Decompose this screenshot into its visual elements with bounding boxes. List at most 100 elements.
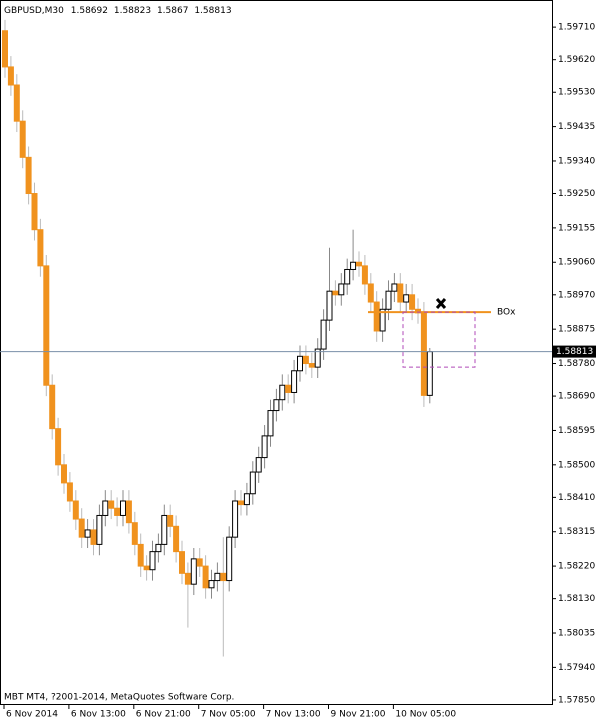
candle-body xyxy=(143,565,150,571)
y-tick-label: 1.58500 xyxy=(558,460,595,470)
candle-body xyxy=(385,290,392,310)
candle-body xyxy=(137,543,144,567)
candle-body xyxy=(173,525,180,553)
candle-body xyxy=(120,500,126,516)
x-tick-label: 7 Nov 05:00 xyxy=(201,710,256,720)
candle-body xyxy=(96,514,103,545)
candle-body xyxy=(2,30,8,68)
price-label: 1.58813 xyxy=(556,347,593,357)
y-tick-label: 1.59060 xyxy=(558,258,595,268)
y-tick-label: 1.59155 xyxy=(558,223,595,233)
candle-body xyxy=(267,410,274,437)
candle-body xyxy=(243,493,250,506)
last-high: 1.58823 xyxy=(114,6,151,16)
footer: MBT MT4, ?2001-2014, MetaQuotes Software… xyxy=(4,693,234,703)
candle-body xyxy=(208,580,215,589)
y-tick-label: 1.57850 xyxy=(558,695,595,705)
y-tick-label: 1.58595 xyxy=(558,426,595,436)
candle-body xyxy=(279,384,286,401)
box-line-label: BOx xyxy=(497,308,516,318)
candle-body xyxy=(179,551,185,574)
candle-body xyxy=(273,399,280,412)
candle-body xyxy=(102,500,109,516)
candle-body xyxy=(155,543,162,553)
candle-body xyxy=(167,514,174,527)
candle-body xyxy=(285,384,292,393)
y-tick-label: 1.58875 xyxy=(558,325,595,335)
plot-frame xyxy=(0,0,553,705)
y-tick-label: 1.59710 xyxy=(558,23,595,33)
candle-body xyxy=(131,522,138,545)
candle-body xyxy=(61,464,67,484)
x-tick-label: 6 Nov 21:00 xyxy=(136,710,191,720)
y-tick-label: 1.58315 xyxy=(558,527,595,537)
candle-body xyxy=(344,268,351,285)
candle-body xyxy=(190,558,197,585)
price-label-bg xyxy=(553,345,596,358)
y-tick-label: 1.58220 xyxy=(558,562,595,572)
x-tick-label: 7 Nov 13:00 xyxy=(266,710,321,720)
candle-body xyxy=(72,500,79,520)
candle-body xyxy=(226,536,233,582)
candle-body xyxy=(125,500,132,524)
candle-body xyxy=(37,229,44,267)
y-tick-label: 1.58035 xyxy=(558,629,595,639)
candle-body xyxy=(367,283,374,303)
last-close: 1.58813 xyxy=(194,6,231,16)
y-tick-label: 1.59340 xyxy=(558,156,595,166)
candle-body xyxy=(78,518,85,538)
x-tick-label: 9 Nov 21:00 xyxy=(331,710,386,720)
y-tick-label: 1.59435 xyxy=(558,122,595,132)
candle-body xyxy=(184,572,191,585)
y-tick-label: 1.59620 xyxy=(558,55,595,65)
candle-body xyxy=(379,308,386,332)
candle-body xyxy=(214,572,221,582)
box xyxy=(402,311,476,368)
candle-body xyxy=(397,283,404,303)
candle-body xyxy=(249,471,256,495)
candle-body xyxy=(25,156,32,195)
candle-body xyxy=(332,290,339,296)
candle-body xyxy=(426,351,433,396)
candle-body xyxy=(196,558,203,567)
last-open: 1.58692 xyxy=(71,6,108,16)
candle-body xyxy=(90,529,97,545)
y-tick-label: 1.58970 xyxy=(558,290,595,300)
y-tick-label: 1.58130 xyxy=(558,594,595,604)
y-tick-label: 1.58690 xyxy=(558,392,595,402)
candle-body xyxy=(350,261,357,270)
candle-body xyxy=(255,457,262,473)
candle-body xyxy=(314,348,321,368)
candle-body xyxy=(320,319,327,350)
candle-body xyxy=(291,370,298,393)
candle-body xyxy=(55,428,62,466)
last-low: 1.5867 xyxy=(157,6,189,16)
candle-body xyxy=(43,265,50,386)
x-tick-label: 10 Nov 05:00 xyxy=(395,710,456,720)
x-tick-label: 6 Nov 13:00 xyxy=(71,710,126,720)
x-tick-label: 6 Nov 2014 xyxy=(6,710,58,720)
candle-body xyxy=(373,301,380,332)
candle-body xyxy=(7,66,14,86)
candle-body xyxy=(409,294,416,310)
candle-body xyxy=(49,384,56,430)
candle-body xyxy=(361,265,368,285)
candle-body xyxy=(232,500,239,538)
candle-body xyxy=(302,355,309,365)
candle-body xyxy=(403,294,410,303)
candle-body xyxy=(13,84,20,122)
candle-body xyxy=(202,565,209,589)
chart-title: GBPUSD,M30 1.58692 1.58823 1.5867 1.5881… xyxy=(4,6,232,16)
candle-body xyxy=(220,572,227,582)
candle-body xyxy=(161,514,168,545)
candle-body xyxy=(108,500,115,509)
candle-body xyxy=(391,283,398,292)
candle-body xyxy=(149,551,156,571)
candle-body xyxy=(114,507,121,516)
candle-body xyxy=(238,500,244,506)
candle-body xyxy=(31,193,38,231)
candle-body xyxy=(66,482,73,502)
y-tick-label: 1.59250 xyxy=(558,189,595,199)
candle-body xyxy=(19,120,26,158)
